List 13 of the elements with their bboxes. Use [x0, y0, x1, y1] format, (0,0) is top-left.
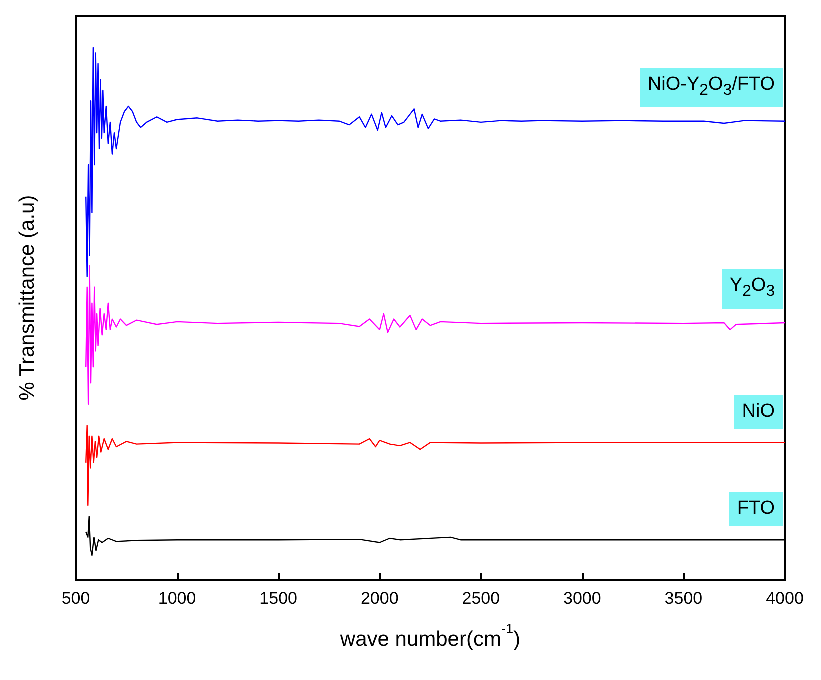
x-tick-label: 3500: [664, 589, 703, 608]
series-label: NiO: [734, 394, 783, 429]
series-label: Y$_{2}$O$_{3}$: [722, 269, 783, 310]
x-tick-label: 2000: [360, 589, 399, 608]
series-label: NiO-Y$_{2}$O$_{3}$/FTO: [640, 68, 783, 108]
x-tick-label: 1000: [158, 589, 196, 608]
x-tick-label: 3000: [564, 589, 602, 608]
x-tick-label: 1500: [260, 589, 298, 608]
y-axis-title: % Transmittance (a.u): [16, 195, 39, 401]
series-label: FTO: [729, 492, 783, 526]
x-tick-label: 4000: [766, 589, 804, 608]
x-tick-label: 500: [62, 589, 90, 608]
x-tick-label: 2500: [462, 589, 500, 608]
